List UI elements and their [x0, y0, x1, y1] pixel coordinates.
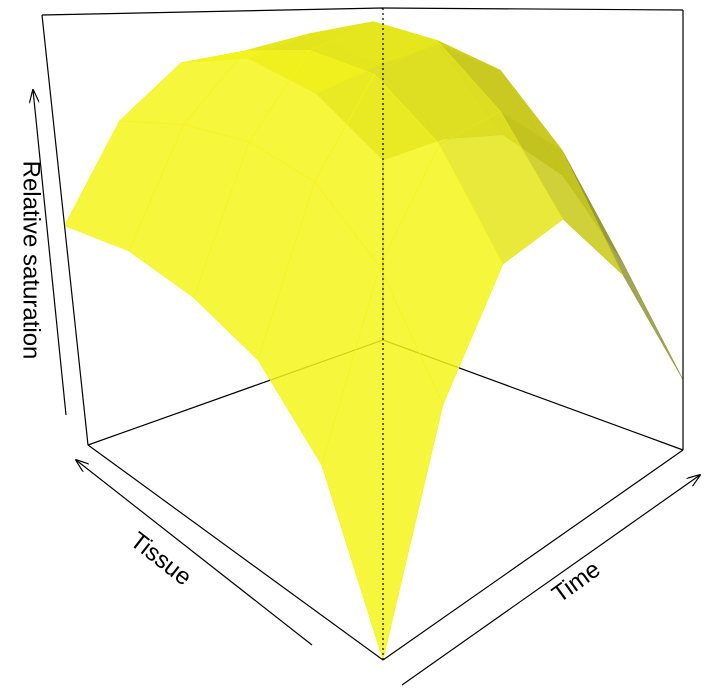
surface-facet [561, 149, 684, 380]
box-front [41, 7, 684, 661]
y-axis-label: Time [547, 556, 605, 609]
x-arrow [76, 460, 313, 646]
x-axis-label: Tissue [125, 527, 197, 591]
surface-facet [321, 265, 444, 662]
box-edge [41, 14, 89, 446]
y-arrow [401, 475, 700, 686]
surface [64, 21, 684, 662]
box-edge [87, 444, 384, 661]
z-axis-label: Relative saturation [18, 161, 45, 360]
z-arrow [33, 90, 67, 416]
box-edge [41, 7, 384, 16]
box-edge [382, 7, 684, 11]
box-edge [382, 449, 684, 661]
